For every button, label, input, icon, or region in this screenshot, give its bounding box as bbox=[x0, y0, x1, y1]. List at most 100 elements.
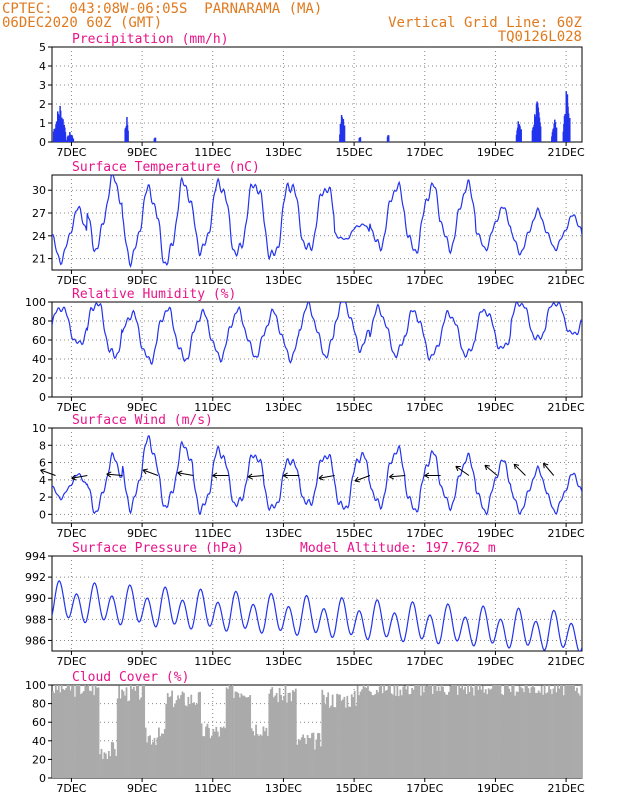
cloud-bar bbox=[74, 696, 76, 778]
cloud-bar bbox=[150, 744, 153, 778]
panel-annotation: Model Altitude: 197.762 m bbox=[300, 541, 496, 556]
cloud-bar bbox=[529, 692, 531, 778]
cloud-bar bbox=[571, 685, 574, 778]
cloud-bar bbox=[202, 736, 204, 778]
cloud-bar bbox=[166, 693, 169, 778]
x-tick-label: 15DEC bbox=[336, 655, 373, 668]
x-tick-label: 15DEC bbox=[336, 782, 373, 795]
wind-arrow-head bbox=[106, 473, 112, 478]
cloud-bar bbox=[314, 749, 316, 778]
x-tick-label: 19DEC bbox=[477, 401, 514, 414]
panel-title: Surface Temperature (nC) bbox=[72, 160, 260, 175]
cloud-bar bbox=[446, 694, 449, 778]
precip-bar bbox=[64, 132, 67, 142]
cloud-bar bbox=[258, 736, 260, 778]
wind-arrow-shaft bbox=[543, 462, 555, 476]
cloud-bar bbox=[54, 685, 57, 778]
cloud-bar bbox=[577, 693, 580, 778]
cloud-bar bbox=[218, 736, 221, 778]
wind-arrow-head bbox=[389, 473, 394, 478]
cloud-bar bbox=[124, 695, 126, 778]
cloud-bar bbox=[520, 687, 522, 778]
cloud-bar bbox=[514, 695, 517, 778]
cloud-bar bbox=[328, 707, 331, 778]
wind-arrow-head bbox=[247, 473, 253, 478]
cloud-bar bbox=[548, 685, 550, 778]
cloud-bar bbox=[264, 731, 266, 778]
cloud-bar bbox=[190, 694, 193, 778]
y-tick-label: 994 bbox=[25, 550, 46, 563]
cloud-bar bbox=[287, 692, 290, 778]
cloud-bar bbox=[85, 685, 88, 778]
wind-arrow-head bbox=[484, 465, 488, 471]
panel-frame bbox=[51, 427, 583, 524]
cloud-bar bbox=[442, 686, 444, 778]
cloud-bar bbox=[406, 685, 409, 778]
cloud-bar bbox=[484, 689, 487, 778]
cloud-bar bbox=[474, 685, 477, 778]
cloud-bar bbox=[478, 685, 481, 778]
x-tick-label: 9DEC bbox=[127, 401, 157, 414]
cloud-bar bbox=[521, 688, 524, 778]
cloud-bar bbox=[486, 694, 489, 778]
y-tick-label: 8 bbox=[39, 439, 46, 452]
cloud-bar bbox=[78, 685, 81, 778]
cloud-bar bbox=[221, 728, 224, 778]
y-tick-label: 992 bbox=[25, 571, 46, 584]
wind-arrow-shaft bbox=[106, 473, 123, 476]
x-tick-label: 11DEC bbox=[194, 782, 231, 795]
cloud-bar bbox=[77, 685, 79, 778]
cloud-bar bbox=[543, 685, 546, 778]
cloud-bar bbox=[216, 731, 219, 778]
panel-4: 986 988 990 992 994 7DEC 9DEC 11DEC 13DEC 15DEC 17… bbox=[25, 541, 585, 668]
cloud-bar bbox=[181, 691, 184, 778]
cloud-bar bbox=[272, 697, 275, 778]
wind-arrow-head bbox=[106, 471, 112, 475]
cloud-bar bbox=[561, 685, 564, 778]
cloud-bar bbox=[118, 685, 121, 778]
cloud-bar bbox=[91, 685, 94, 778]
cloud-bar bbox=[88, 690, 91, 778]
cloud-bar bbox=[271, 687, 274, 778]
wind-arrow-shaft bbox=[142, 469, 159, 476]
y-tick-label: 100 bbox=[25, 296, 46, 309]
cloud-bar bbox=[159, 736, 162, 778]
cloud-bar bbox=[551, 694, 553, 778]
x-tick-label: 15DEC bbox=[336, 401, 373, 414]
cloud-bar bbox=[153, 737, 156, 778]
cloud-bar bbox=[554, 685, 556, 778]
y-tick-label: 20 bbox=[32, 753, 46, 766]
cloud-bar bbox=[450, 685, 453, 778]
cloud-bar bbox=[383, 685, 386, 778]
cloud-bar bbox=[132, 686, 135, 778]
cloud-bar bbox=[324, 704, 327, 778]
cloud-bar bbox=[443, 691, 446, 778]
y-tick-label: 1 bbox=[39, 117, 46, 130]
cloud-bar bbox=[408, 694, 411, 778]
cloud-bar bbox=[523, 692, 525, 778]
y-tick-label: 40 bbox=[32, 735, 46, 748]
cloud-bar bbox=[249, 695, 252, 778]
cloud-bar bbox=[262, 726, 265, 778]
cloud-bar bbox=[570, 685, 572, 778]
cloud-bar bbox=[467, 685, 469, 778]
wind-arrow-shaft bbox=[71, 475, 88, 479]
wind-arrow-head bbox=[283, 472, 288, 476]
precip-bar bbox=[72, 138, 75, 142]
cloud-bar bbox=[384, 690, 387, 778]
wind-arrow-shaft bbox=[389, 475, 406, 478]
cloud-bar bbox=[134, 690, 137, 778]
cloud-bar bbox=[256, 734, 259, 778]
cloud-bar bbox=[250, 728, 253, 778]
cloud-bar bbox=[116, 698, 119, 778]
cloud-bar bbox=[453, 685, 456, 778]
cloud-bar bbox=[359, 691, 362, 778]
cloud-bar bbox=[511, 685, 514, 778]
cloud-bar bbox=[144, 727, 147, 778]
cloud-bar bbox=[208, 727, 210, 778]
panel-frame bbox=[51, 46, 583, 143]
x-tick-label: 7DEC bbox=[56, 782, 86, 795]
cloud-bar bbox=[555, 692, 558, 778]
cloud-bar bbox=[339, 694, 341, 778]
cloud-bar bbox=[527, 688, 530, 778]
